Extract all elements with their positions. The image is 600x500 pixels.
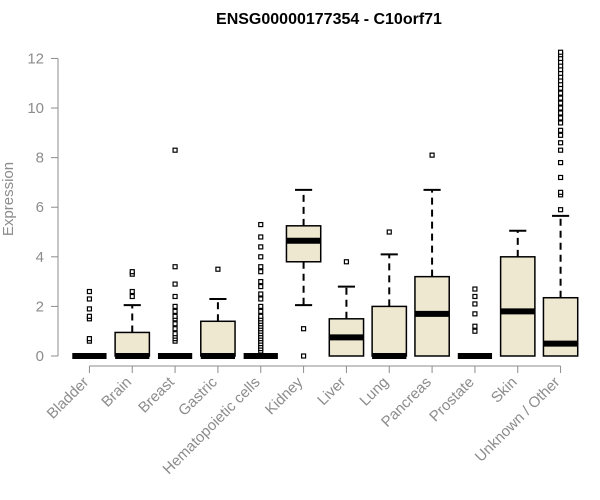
outlier-point <box>258 254 264 260</box>
y-tick-label: 2 <box>36 298 44 315</box>
box-pancreas <box>414 152 450 357</box>
box-prostate <box>457 286 493 359</box>
outlier-point <box>557 207 564 213</box>
x-tick-label: Skin <box>488 374 521 407</box>
outlier-point <box>258 221 264 228</box>
outlier-point <box>172 264 178 270</box>
x-tick-label: Liver <box>314 374 349 409</box>
outlier-point <box>557 189 564 195</box>
box-skin <box>499 229 536 357</box>
outlier-point <box>86 306 93 312</box>
outlier-point <box>86 336 93 342</box>
outlier-point <box>172 303 178 310</box>
outlier-point <box>258 283 264 290</box>
box-body <box>371 305 408 357</box>
outlier-point <box>129 269 135 275</box>
outlier-point <box>557 95 564 101</box>
outlier-point <box>258 313 264 319</box>
outlier-point <box>300 326 307 332</box>
outlier-point <box>172 308 178 314</box>
x-tick-label: Lung <box>356 374 392 410</box>
outlier-point <box>557 147 564 153</box>
box-body <box>200 320 236 357</box>
box-brain <box>114 269 151 359</box>
outlier-point <box>86 288 93 295</box>
outlier-point <box>557 140 564 146</box>
outlier-point <box>258 291 264 297</box>
box-gastric <box>200 266 236 359</box>
box-kidney <box>285 188 322 359</box>
y-axis-label: Expression <box>0 162 17 236</box>
x-tick-label: Kidney <box>262 373 307 418</box>
outlier-point <box>472 293 478 300</box>
outlier-point <box>472 328 478 334</box>
y-tick-label: 8 <box>36 150 44 167</box>
box-body <box>499 256 536 357</box>
outlier-point <box>472 286 478 292</box>
outlier-point <box>557 159 564 166</box>
outlier-point <box>129 288 135 295</box>
outlier-point <box>172 281 178 287</box>
outlier-point <box>343 259 350 265</box>
x-tick-label: Prostate <box>426 374 478 426</box>
y-tick-label: 6 <box>36 199 44 216</box>
outlier-point <box>557 110 564 116</box>
outlier-point <box>557 132 564 138</box>
box-lung <box>371 229 408 359</box>
box-body <box>285 225 322 263</box>
chart-title: ENSG00000177354 - C10orf71 <box>216 11 442 28</box>
outlier-point <box>557 100 564 106</box>
outlier-point <box>557 90 564 96</box>
outlier-point <box>86 296 93 302</box>
outlier-point <box>172 147 178 153</box>
outlier-point <box>258 264 264 270</box>
y-axis: 0 2 4 6 8 10 12 <box>27 50 59 365</box>
outlier-point <box>172 331 178 337</box>
outlier-point <box>172 293 178 300</box>
outlier-point <box>386 229 392 235</box>
outlier-point <box>472 311 478 317</box>
outlier-point <box>86 313 93 319</box>
outlier-point <box>129 293 135 300</box>
outlier-point <box>557 49 564 55</box>
outlier-point <box>300 353 307 359</box>
box-liver <box>328 259 365 357</box>
outlier-point <box>215 266 221 272</box>
box-breast <box>157 147 193 359</box>
outlier-point <box>258 244 264 250</box>
x-tick-label: Bladder <box>44 374 93 423</box>
outlier-point <box>258 269 264 275</box>
box-bladder <box>72 288 107 359</box>
outlier-point <box>557 105 564 111</box>
x-tick-label: Breast <box>135 373 178 416</box>
outlier-point <box>472 323 478 329</box>
box-unknown-other <box>542 49 579 357</box>
outlier-point <box>429 152 435 158</box>
outlier-point <box>557 115 564 121</box>
y-tick-label: 0 <box>36 348 44 365</box>
y-tick-label: 4 <box>36 249 44 266</box>
box-hematopoietic-cells <box>243 221 278 359</box>
y-tick-label: 12 <box>27 50 44 67</box>
box-series <box>72 49 579 359</box>
outlier-point <box>258 303 264 310</box>
outlier-point <box>258 296 264 302</box>
outlier-point <box>172 321 178 327</box>
x-tick-label: Brain <box>98 374 135 411</box>
outlier-point <box>472 301 478 307</box>
outlier-point <box>258 279 264 285</box>
outlier-point <box>258 234 264 240</box>
outlier-point <box>557 127 564 133</box>
y-tick-label: 10 <box>27 100 44 117</box>
box-body <box>542 296 579 357</box>
outlier-point <box>557 120 564 126</box>
box-body <box>114 331 151 357</box>
outlier-point <box>557 174 564 181</box>
outlier-point <box>172 313 178 319</box>
outlier-point <box>258 308 264 314</box>
outlier-point <box>172 326 178 332</box>
